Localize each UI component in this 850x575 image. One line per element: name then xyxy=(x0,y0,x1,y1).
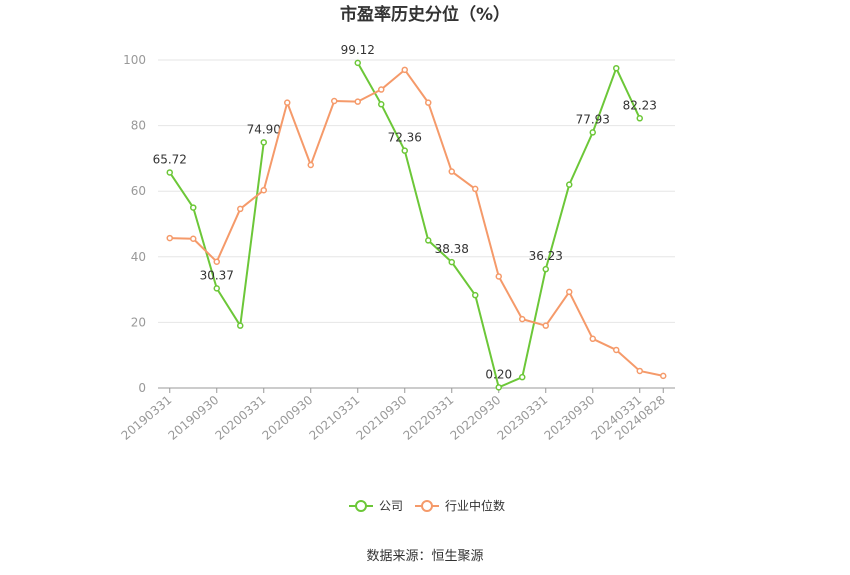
data-point xyxy=(542,322,549,329)
y-tick-label: 40 xyxy=(131,250,146,264)
legend-item-1[interactable]: 行业中位数 xyxy=(415,498,505,513)
data-label: 74.90 xyxy=(247,122,281,136)
legend-swatch-marker xyxy=(421,500,433,512)
series-1 xyxy=(166,66,667,380)
x-tick-label: 20210930 xyxy=(354,393,410,443)
grid xyxy=(158,59,675,323)
y-tick-label: 20 xyxy=(131,315,146,329)
data-point xyxy=(542,265,549,273)
series-line xyxy=(168,142,265,327)
data-label: 72.36 xyxy=(388,131,422,145)
legend-label: 行业中位数 xyxy=(445,498,505,513)
data-point xyxy=(472,291,479,299)
data-point xyxy=(472,185,479,193)
data-point xyxy=(284,99,291,106)
data-point xyxy=(448,168,455,175)
data-point xyxy=(636,115,643,122)
data-point xyxy=(213,258,220,265)
x-tick-label: 20200331 xyxy=(213,393,269,443)
x-tick-label: 20210331 xyxy=(307,393,363,443)
y-tick-label: 100 xyxy=(123,53,146,67)
y-tick-label: 80 xyxy=(131,119,146,133)
data-point xyxy=(519,373,526,381)
data-point xyxy=(448,258,455,266)
data-point xyxy=(260,139,267,146)
x-axis: 2019033120190930202003312020093020210331… xyxy=(119,387,675,443)
data-label: 36.23 xyxy=(529,249,563,263)
data-point xyxy=(378,86,385,93)
data-point xyxy=(237,205,244,213)
data-point xyxy=(589,129,596,136)
x-tick-label: 20230331 xyxy=(495,393,551,443)
data-point xyxy=(613,64,620,72)
data-point xyxy=(190,235,197,243)
data-point xyxy=(425,99,432,106)
legend-item-0[interactable]: 公司 xyxy=(349,499,403,513)
x-tick-label: 20190331 xyxy=(119,393,175,443)
data-point xyxy=(425,237,432,244)
y-axis: 0 20 40 60 80 100 xyxy=(123,53,146,395)
data-point xyxy=(237,322,244,329)
x-tick-label: 20220930 xyxy=(448,393,504,443)
series-line xyxy=(169,68,664,377)
y-tick-label: 0 xyxy=(138,381,146,395)
data-point xyxy=(566,288,573,296)
y-tick-label: 60 xyxy=(131,184,146,198)
data-point xyxy=(260,186,267,194)
data-point xyxy=(613,346,620,354)
data-point xyxy=(401,147,408,154)
data-point xyxy=(331,97,338,105)
legend[interactable]: 公司 行业中位数 xyxy=(349,498,505,513)
data-point xyxy=(401,66,408,74)
data-point xyxy=(190,204,197,211)
data-point xyxy=(495,273,502,280)
x-tick-label: 20230930 xyxy=(542,393,598,443)
data-point xyxy=(354,98,361,105)
data-point xyxy=(213,285,220,292)
data-label: 77.93 xyxy=(576,112,610,126)
data-label: 30.37 xyxy=(200,268,234,282)
data-point xyxy=(519,315,526,323)
x-tick-label: 20220331 xyxy=(401,393,457,443)
chart-title: 市盈率历史分位（%） xyxy=(340,4,510,25)
data-point xyxy=(589,335,596,343)
data-label: 0.20 xyxy=(485,367,512,381)
data-point xyxy=(566,181,573,188)
x-tick-label: 20190930 xyxy=(166,393,222,443)
x-tick-label: 20200930 xyxy=(260,393,316,443)
data-source: 数据来源：恒生聚源 xyxy=(366,549,483,564)
data-label: 99.12 xyxy=(341,43,375,57)
data-label: 65.72 xyxy=(153,152,187,166)
legend-swatch-marker xyxy=(355,500,367,512)
data-point xyxy=(166,234,173,242)
data-point xyxy=(636,367,643,375)
series-0: 65.72 30.37 74.90 99.12 72.36 38.38 0.20 36.23 7… xyxy=(153,43,657,391)
data-label: 82.23 xyxy=(623,98,657,112)
data-point xyxy=(307,161,314,169)
data-point xyxy=(354,59,361,67)
legend-label: 公司 xyxy=(379,499,403,513)
data-point xyxy=(660,372,667,380)
data-point xyxy=(166,169,173,176)
series-layer: 65.72 30.37 74.90 99.12 72.36 38.38 0.20 36.23 7… xyxy=(153,43,667,391)
data-point xyxy=(378,101,385,108)
data-point xyxy=(495,384,502,391)
data-label: 38.38 xyxy=(435,242,469,256)
